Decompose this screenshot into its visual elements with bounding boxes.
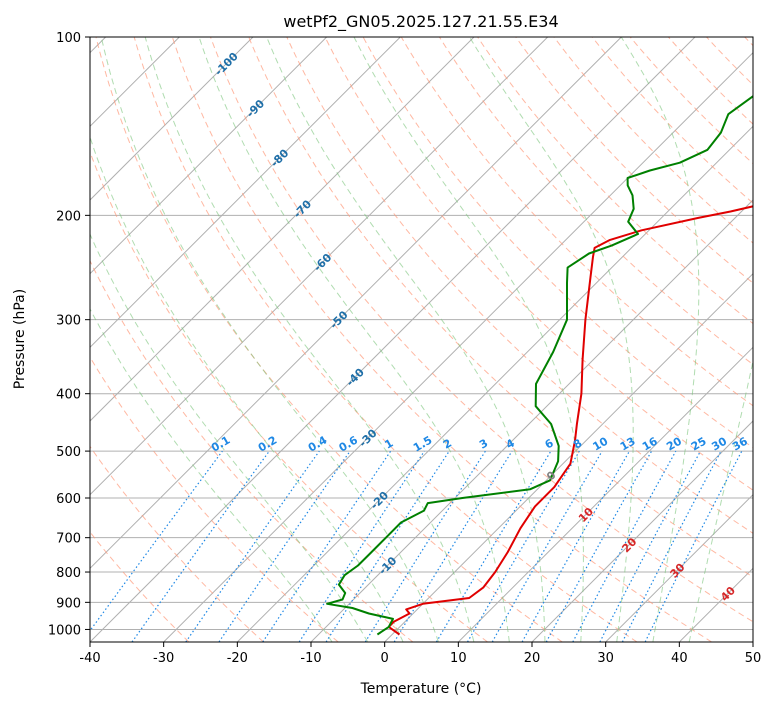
dry-adiabat-line [515,37,753,284]
moist-adiabat-line [688,358,753,642]
dry-adiabat-line [210,37,753,623]
dry-adiabat-line [591,37,753,204]
dry-adiabat-line [95,37,563,642]
dry-adiabat-line [90,356,339,642]
mixing-ratio-line [218,450,351,642]
mixing-ratio-line [131,450,270,642]
dry-adiabat-line [90,445,264,642]
moist-adiabat-line [90,135,404,642]
chart-title: wetPf2_GN05.2025.127.21.55.E34 [283,12,558,32]
x-tick-label: 0 [381,651,389,666]
mixing-ratio-line [262,450,392,642]
mixing-ratio-line [435,450,552,642]
label-layer: 0.1 0.2 0.4 0.6 1 1.5 2 3 4 6 8 10 13 16 20 25 30 36-100-… [209,50,750,604]
moist-adiabat-line [100,37,439,642]
x-tick-label: 10 [450,651,467,666]
dry-adiabat-line [248,37,753,578]
mixing-ratio-line [521,450,631,642]
moist-adiabat-line [90,308,333,642]
mixing-ratio-line [364,450,486,642]
moist-adiabat-line [144,37,475,642]
moist-adiabat-line [90,232,369,642]
y-tick-label: 600 [56,492,81,507]
dewpoint-profile-line [326,94,753,636]
y-tick-label: 1000 [48,623,81,638]
dry-adiabat-line [133,37,638,642]
y-tick-label: 900 [56,596,81,611]
y-tick-label: 500 [56,445,81,460]
x-axis-title: Temperature (°C) [360,681,482,697]
mixing-ratio-line [298,450,425,642]
dry-adiabat-line [90,150,488,642]
dry-adiabat-line [90,259,414,642]
moist-adiabat-line [353,37,584,642]
y-tick-label: 700 [56,532,81,547]
mixing-ratio-line [185,450,320,642]
x-tick-label: 30 [597,651,614,666]
isotherm-gridline [457,346,753,642]
y-tick-label: 300 [56,314,81,329]
dry-adiabat-line [553,37,753,244]
moist-adiabat-line [620,37,700,642]
dry-adiabat-line [668,37,753,125]
y-tick-label: 400 [56,388,81,403]
isotherm-label: -30 [356,426,379,449]
moist-adiabat-line [469,37,634,642]
plot-frame [89,36,754,643]
dry-adiabat-line [324,37,753,491]
mixing-ratio-line [90,450,223,632]
dry-adiabat-line [706,37,753,86]
dry-adiabat-line [90,531,190,642]
temperature-profile-line [387,205,753,636]
isotherm-gridline [90,37,696,642]
moist-adiabat-line [198,37,510,642]
y-tick-label: 200 [56,209,81,224]
mixing-ratio-label: 3 [477,437,490,452]
dry-adiabat-line [629,37,753,165]
isotherm-gridline [384,272,753,642]
x-tick-label: -40 [79,651,100,666]
mixing-ratio-line [572,450,677,642]
x-tick-label: -20 [227,651,248,666]
isotherm-gridline [90,37,622,570]
y-axis-title: Pressure (hPa) [12,289,28,389]
x-tick-label: 40 [671,651,688,666]
isotherm-gridline [678,567,753,642]
dry-adiabat-line [400,37,753,407]
isotherm-gridline [90,37,401,349]
mixing-ratio-label: 6 [543,436,556,451]
y-tick-label: 800 [56,566,81,581]
mixing-ratio-label: 4 [504,436,517,451]
axis-layer: -40 -30 -20 -10 0 10 20 30 40 50 100 200 300 400 500 60… [48,31,761,666]
isotherm-gridline [605,493,753,642]
isotherm-gridline [163,51,753,642]
isotherm-gridline [310,199,753,642]
dry-adiabat-line [171,37,712,642]
isotherm-gridline [752,641,753,642]
mixing-ratio-line [325,450,450,642]
dry-adiabat-line [362,37,753,449]
isotherm-gridline [90,37,328,275]
isotherm-gridline [531,420,753,642]
isotherm-label: -90 [244,97,267,120]
plot-area [90,37,753,642]
x-tick-label: -10 [300,651,321,666]
x-tick-label: -30 [153,651,174,666]
dry-adiabat-line [477,37,753,325]
isotherm-gridline [90,37,254,201]
x-tick-label: 50 [745,651,762,666]
isotherm-gridline [90,37,549,496]
dry-adiabat-line [744,37,753,47]
isotherm-gridline [90,37,475,422]
mixing-ratio-label: 2 [441,437,454,452]
y-tick-label: 100 [56,31,81,46]
moist-adiabat-line [266,37,546,642]
mixing-ratio-line [644,450,743,642]
isotherm-gridline [236,125,753,642]
mixing-ratio-line [599,450,702,642]
mixing-ratio-line [545,450,653,642]
x-tick-label: 20 [524,651,541,666]
